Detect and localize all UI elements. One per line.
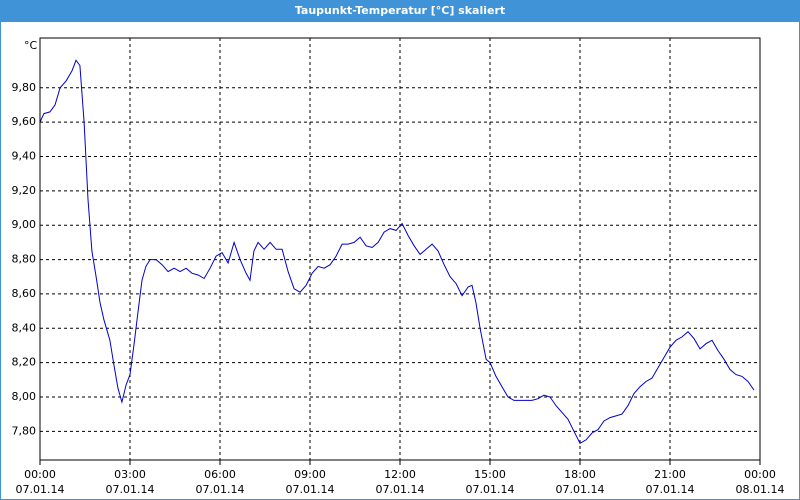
x-tick-date: 07.01.14	[286, 483, 335, 496]
x-tick-date: 07.01.14	[466, 483, 515, 496]
x-tick-date: 07.01.14	[646, 483, 695, 496]
y-tick-label: 9,20	[12, 184, 37, 197]
y-tick-label: 8,60	[12, 287, 37, 300]
x-tick-date: 07.01.14	[106, 483, 155, 496]
title-bar	[0, 0, 800, 22]
y-tick-label: 8,40	[12, 321, 37, 334]
plot-border	[39, 37, 761, 461]
x-tick-label: 06:00	[204, 468, 236, 481]
y-tick-label: 9,60	[12, 115, 37, 128]
y-tick-label: 7,80	[12, 424, 37, 437]
x-tick-label: 00:00	[24, 468, 56, 481]
y-tick-label: 9,80	[12, 81, 37, 94]
x-tick-date: 07.01.14	[556, 483, 605, 496]
x-tick-label: 03:00	[114, 468, 146, 481]
y-tick-label: 9,00	[12, 218, 37, 231]
x-tick-label: 12:00	[384, 468, 416, 481]
x-tick-date: 07.01.14	[376, 483, 425, 496]
x-tick-date: 07.01.14	[16, 483, 65, 496]
y-unit: °C	[24, 39, 38, 52]
x-tick-label: 09:00	[294, 468, 326, 481]
data-line	[39, 59, 755, 444]
x-tick-date: 08.01.14	[736, 483, 785, 496]
y-tick-label: 8,20	[12, 356, 37, 369]
chart-title: Taupunkt-Temperatur [°C] skaliert	[295, 4, 505, 17]
y-tick-label: 8,80	[12, 253, 37, 266]
y-tick-label: 8,00	[12, 390, 37, 403]
x-tick-label: 15:00	[474, 468, 506, 481]
x-tick-date: 07.01.14	[196, 483, 245, 496]
y-tick-label: 9,40	[12, 150, 37, 163]
x-tick-label: 00:00	[744, 468, 776, 481]
x-tick-label: 21:00	[654, 468, 686, 481]
x-tick-label: 18:00	[564, 468, 596, 481]
